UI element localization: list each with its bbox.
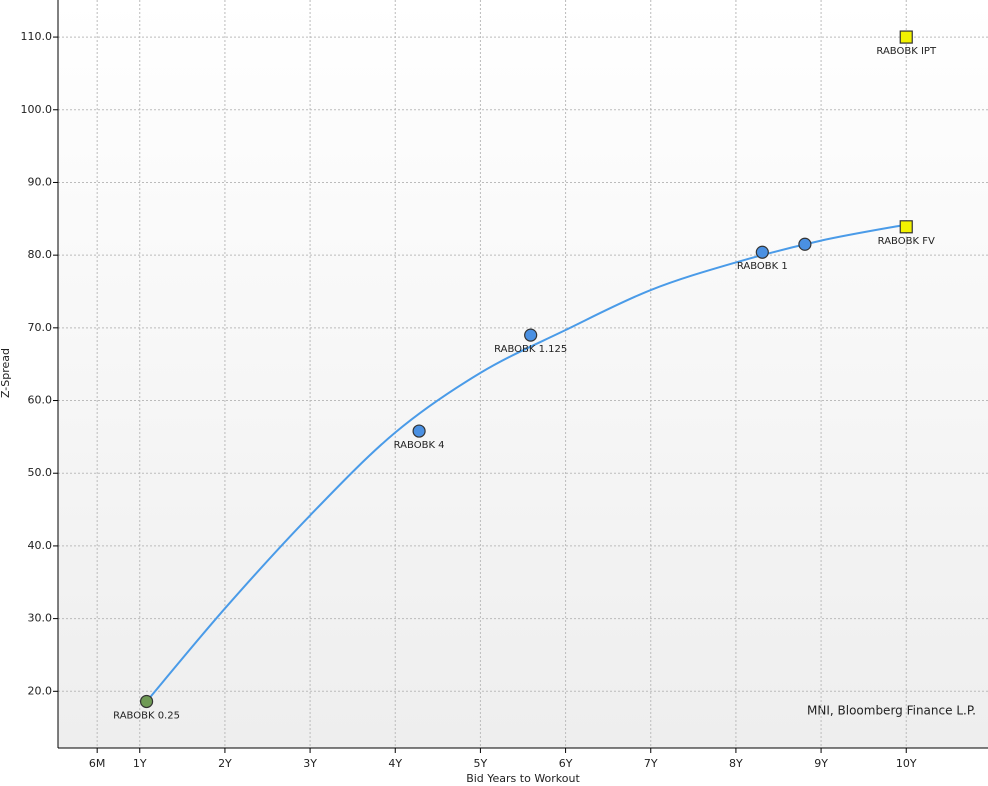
x-tick-label: 6Y — [559, 757, 573, 770]
source-note: MNI, Bloomberg Finance L.P. — [807, 704, 976, 718]
point-label: RABOBK IPT — [876, 46, 937, 57]
x-tick-label: 8Y — [729, 757, 743, 770]
y-axis-label: Z-Spread — [0, 348, 12, 398]
y-tick-label: 80.0 — [28, 248, 53, 261]
y-tick-label: 60.0 — [28, 394, 53, 407]
x-tick-label: 4Y — [388, 757, 402, 770]
point — [139, 694, 154, 709]
point — [899, 30, 913, 44]
point — [524, 328, 538, 342]
fit-curve — [145, 223, 907, 703]
y-tick-label: 100.0 — [21, 103, 53, 116]
y-tick-label: 70.0 — [28, 321, 53, 334]
y-tick-label: 40.0 — [28, 539, 53, 552]
x-tick-label: 5Y — [474, 757, 488, 770]
point-label: RABOBK 4 — [394, 440, 445, 451]
x-tick-label: 1Y — [133, 757, 147, 770]
point — [412, 424, 426, 438]
point — [798, 237, 812, 251]
x-axis-label: Bid Years to Workout — [466, 772, 580, 785]
y-tick-label: 20.0 — [28, 684, 53, 697]
y-tick-label: 90.0 — [28, 175, 53, 188]
y-tick-label: 50.0 — [28, 466, 53, 479]
point — [755, 245, 769, 259]
x-tick-label: 10Y — [896, 757, 917, 770]
x-tick-label: 6M — [89, 757, 106, 770]
x-tick-label: 7Y — [644, 757, 658, 770]
point-label: RABOBK 0.25 — [113, 710, 180, 721]
point-label: RABOBK 1 — [737, 261, 788, 272]
plot-background — [58, 0, 988, 748]
point-label: RABOBK FV — [878, 236, 935, 247]
point-label: RABOBK 1.125 — [494, 344, 567, 355]
y-tick-label: 110.0 — [21, 30, 53, 43]
x-tick-label: 9Y — [814, 757, 828, 770]
y-tick-label: 30.0 — [28, 612, 53, 625]
x-tick-label: 2Y — [218, 757, 232, 770]
point — [899, 220, 913, 234]
x-tick-label: 3Y — [303, 757, 317, 770]
